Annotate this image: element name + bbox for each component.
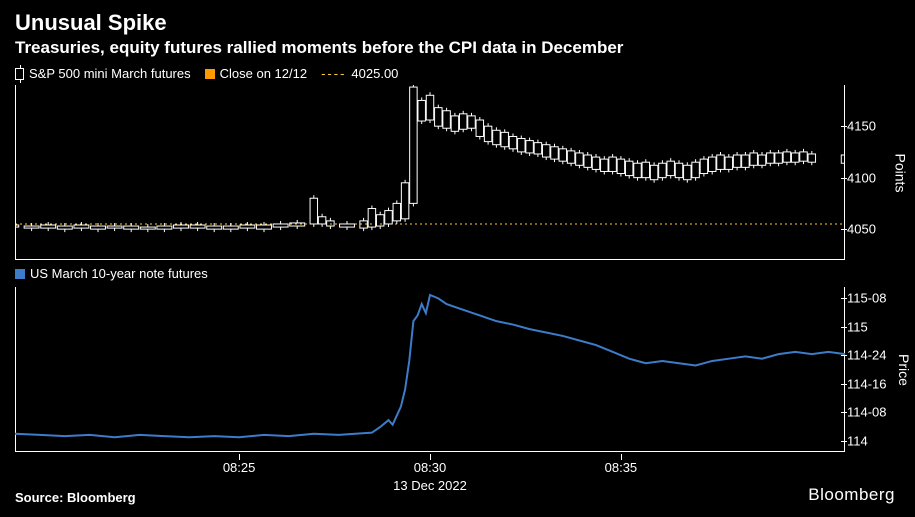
ytick-label: 114-24 — [847, 348, 887, 363]
square-icon — [205, 69, 215, 79]
source-attribution: Source: Bloomberg — [15, 490, 136, 505]
xtick-label: 08:25 — [223, 460, 256, 475]
legend-label: Close on 12/12 — [220, 66, 307, 81]
ytick-label: 4050 — [847, 222, 876, 237]
ytick-label: 4100 — [847, 170, 876, 185]
chart1-axis-title: Points — [893, 153, 909, 192]
chart2-ylabels: 114 114-08 114-16 114-24 115 115-08 — [847, 287, 895, 452]
xtick-label: 08:35 — [605, 460, 638, 475]
legend-label: 4025.00 — [351, 66, 398, 81]
legend-item-sp500: S&P 500 mini March futures — [15, 66, 191, 81]
legend-label: S&P 500 mini March futures — [29, 66, 191, 81]
chart2-axis-title: Price — [896, 354, 912, 386]
chart-subtitle: Treasuries, equity futures rallied momen… — [15, 38, 900, 58]
x-axis: 13 Dec 2022 08:25 08:30 08:35 — [15, 454, 845, 494]
chart2-zone: 114114-08114-16114-24115115-08 Price — [15, 287, 845, 452]
legend-item-refline: ---- 4025.00 — [321, 66, 398, 81]
ytick-label: 114-08 — [847, 405, 887, 420]
chart2-plot — [15, 287, 845, 452]
ytick-label: 115-08 — [847, 291, 887, 306]
legend-chart1: S&P 500 mini March futures Close on 12/1… — [15, 66, 900, 81]
chart1-zone: 405041004150 Points — [15, 85, 845, 260]
chart1-ylabels: 4050 4100 4150 — [847, 85, 895, 260]
chart-title: Unusual Spike — [15, 10, 900, 36]
ytick-label: 114 — [847, 433, 868, 448]
legend-label: US March 10-year note futures — [30, 266, 208, 281]
square-icon — [15, 269, 25, 279]
dash-icon: ---- — [321, 66, 346, 81]
legend-item-ust10y: US March 10-year note futures — [15, 266, 208, 281]
ytick-label: 114-16 — [847, 376, 887, 391]
candle-icon — [15, 68, 24, 80]
chart1-plot — [15, 85, 845, 260]
ytick-label: 115 — [847, 319, 868, 334]
brand-label: Bloomberg — [808, 485, 895, 505]
xtick-label: 08:30 — [414, 460, 447, 475]
legend-item-close: Close on 12/12 — [205, 66, 307, 81]
x-axis-date: 13 Dec 2022 — [393, 478, 467, 493]
ytick-label: 4150 — [847, 119, 876, 134]
legend-chart2: US March 10-year note futures — [15, 266, 900, 281]
